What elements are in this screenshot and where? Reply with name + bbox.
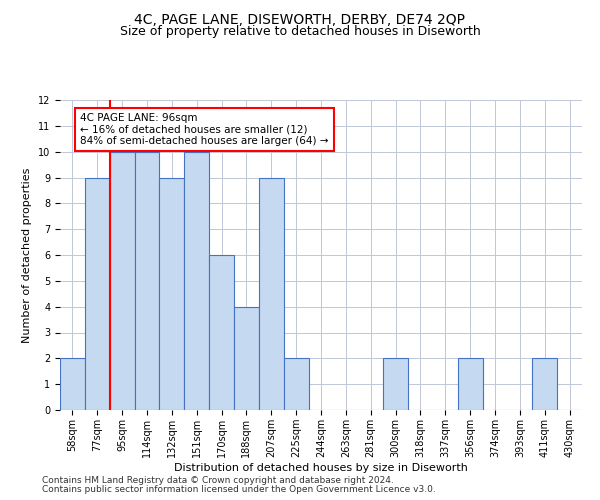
- Bar: [383, 358, 408, 410]
- Text: Size of property relative to detached houses in Diseworth: Size of property relative to detached ho…: [119, 25, 481, 38]
- Bar: [134, 152, 160, 410]
- Bar: [259, 178, 284, 410]
- Bar: [110, 152, 134, 410]
- Text: Contains HM Land Registry data © Crown copyright and database right 2024.: Contains HM Land Registry data © Crown c…: [42, 476, 394, 485]
- Text: 4C, PAGE LANE, DISEWORTH, DERBY, DE74 2QP: 4C, PAGE LANE, DISEWORTH, DERBY, DE74 2Q…: [134, 12, 466, 26]
- Text: 4C PAGE LANE: 96sqm
← 16% of detached houses are smaller (12)
84% of semi-detach: 4C PAGE LANE: 96sqm ← 16% of detached ho…: [80, 113, 328, 146]
- Bar: [209, 255, 234, 410]
- Bar: [234, 306, 259, 410]
- Bar: [184, 152, 209, 410]
- Bar: [284, 358, 308, 410]
- X-axis label: Distribution of detached houses by size in Diseworth: Distribution of detached houses by size …: [174, 462, 468, 472]
- Bar: [458, 358, 482, 410]
- Text: Contains public sector information licensed under the Open Government Licence v3: Contains public sector information licen…: [42, 485, 436, 494]
- Bar: [160, 178, 184, 410]
- Y-axis label: Number of detached properties: Number of detached properties: [22, 168, 32, 342]
- Bar: [532, 358, 557, 410]
- Bar: [60, 358, 85, 410]
- Bar: [85, 178, 110, 410]
